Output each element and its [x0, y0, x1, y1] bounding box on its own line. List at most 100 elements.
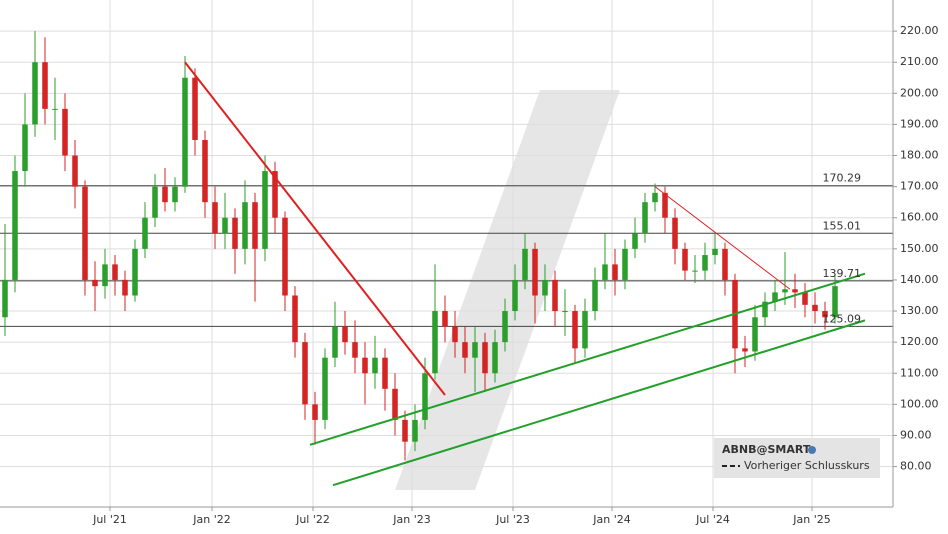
- y-tick-label: 140.00: [900, 273, 939, 286]
- candle-body: [542, 279, 548, 296]
- candle-body: [362, 357, 368, 374]
- candle-body: [432, 311, 438, 374]
- candle-body: [222, 217, 228, 234]
- candle-body: [312, 404, 318, 420]
- candle-body: [812, 304, 818, 312]
- candle-body: [452, 326, 458, 343]
- candle-body: [792, 289, 798, 293]
- y-tick-label: 200.00: [900, 86, 939, 99]
- candle-body: [562, 311, 568, 313]
- candle-body: [572, 311, 578, 349]
- candle-body: [352, 342, 358, 358]
- candle-body: [692, 270, 698, 272]
- candle-body: [152, 186, 158, 218]
- x-tick-label: Jan '24: [592, 513, 630, 526]
- trend-line: [654, 186, 791, 290]
- candle-body: [52, 108, 58, 110]
- candle-body: [282, 217, 288, 296]
- x-tick-label: Jul '24: [695, 513, 730, 526]
- candle-body: [32, 62, 38, 125]
- y-tick-label: 100.00: [900, 397, 939, 410]
- y-tick-label: 90.00: [900, 428, 932, 441]
- candle-body: [772, 292, 778, 302]
- watermark: [395, 90, 620, 490]
- x-tick-label: Jan '23: [392, 513, 430, 526]
- candle-body: [512, 279, 518, 312]
- candle-body: [72, 155, 78, 187]
- candle-body: [752, 317, 758, 352]
- candle-body: [252, 202, 258, 249]
- candle-body: [722, 248, 728, 280]
- candle-body: [582, 311, 588, 349]
- candle-body: [482, 342, 488, 374]
- candle-body: [442, 311, 448, 327]
- legend-title: ABNB@SMART: [722, 443, 811, 456]
- candle-body: [422, 373, 428, 420]
- candle-body: [702, 255, 708, 271]
- candle-body: [762, 301, 768, 318]
- candle-body: [292, 295, 298, 343]
- y-tick-label: 220.00: [900, 24, 939, 37]
- candle-body: [412, 419, 418, 442]
- candle-body: [592, 279, 598, 312]
- x-tick-label: Jan '25: [792, 513, 830, 526]
- level-label: 170.29: [823, 172, 862, 185]
- candle-body: [2, 279, 8, 318]
- candle-body: [822, 311, 828, 318]
- candle-body: [392, 388, 398, 420]
- y-tick-label: 150.00: [900, 242, 939, 255]
- candle-body: [372, 357, 378, 374]
- level-label: 155.01: [823, 219, 862, 232]
- candle-body: [232, 217, 238, 249]
- candle-body: [242, 202, 248, 249]
- candle-body: [532, 248, 538, 296]
- y-tick-label: 110.00: [900, 366, 939, 379]
- y-tick-label: 170.00: [900, 180, 939, 193]
- candle-body: [782, 289, 788, 293]
- candle-body: [202, 139, 208, 203]
- candle-body: [102, 264, 108, 287]
- candle-body: [192, 77, 198, 140]
- candle-body: [302, 342, 308, 405]
- y-tick-label: 190.00: [900, 117, 939, 130]
- candle-body: [322, 357, 328, 420]
- candle-body: [552, 279, 558, 312]
- legend-item: Vorheriger Schlusskurs: [744, 459, 870, 472]
- candle-body: [132, 248, 138, 296]
- candle-body: [12, 171, 18, 280]
- y-tick-label: 180.00: [900, 149, 939, 162]
- candle-body: [662, 192, 668, 218]
- candle-body: [642, 202, 648, 234]
- x-tick-label: Jul '23: [495, 513, 530, 526]
- candle-body: [832, 286, 838, 318]
- candle-body: [742, 348, 748, 352]
- candle-body: [92, 279, 98, 287]
- y-tick-label: 160.00: [900, 211, 939, 224]
- candle-body: [342, 326, 348, 343]
- candle-body: [382, 357, 388, 389]
- marks: [2, 31, 866, 487]
- candle-body: [62, 108, 68, 156]
- candle-body: [122, 279, 128, 296]
- candle-body: [272, 171, 278, 218]
- candle-body: [492, 342, 498, 374]
- legend: ABNB@SMART Vorheriger Schlusskurs: [714, 438, 880, 478]
- candle-body: [142, 217, 148, 249]
- candle-body: [262, 171, 268, 249]
- candle-body: [652, 192, 658, 203]
- candle-body: [162, 186, 168, 203]
- y-tick-label: 120.00: [900, 335, 939, 348]
- y-tick-label: 80.00: [900, 460, 932, 473]
- x-tick-label: Jul '22: [295, 513, 330, 526]
- candle-body: [332, 326, 338, 358]
- trend-line: [184, 61, 446, 396]
- candle-body: [82, 186, 88, 280]
- level-label: 125.09: [823, 312, 862, 325]
- candle-body: [112, 264, 118, 280]
- level-label: 139.71: [823, 267, 862, 280]
- candle-body: [182, 77, 188, 187]
- legend-box: [714, 438, 880, 478]
- candle-body: [22, 124, 28, 172]
- trend-line: [332, 319, 866, 487]
